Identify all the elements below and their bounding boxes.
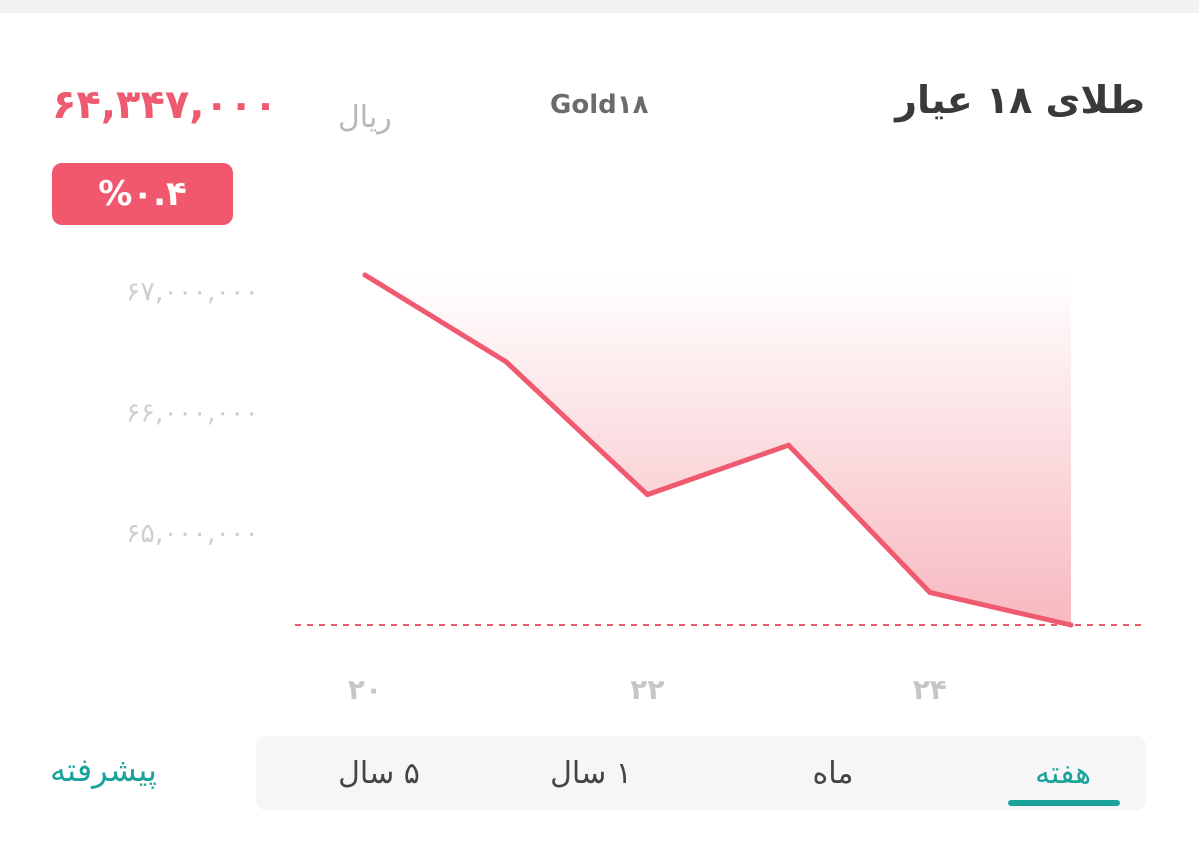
x-axis-labels: ۲۰ ۲۲ ۲۴ <box>348 673 947 706</box>
price-line-series <box>362 272 1074 628</box>
price-area-fill <box>365 275 1071 625</box>
current-price: ۶۴,۳۴۷,۰۰۰ <box>52 82 278 128</box>
chart-line-layer <box>295 272 1142 628</box>
page-title: طلای ۱۸ عیار <box>895 78 1145 122</box>
tab-1-year-label: ۱ سال <box>550 755 632 791</box>
active-tab-indicator <box>1008 800 1120 806</box>
tab-month[interactable]: ماه <box>728 736 938 810</box>
tab-month-label: ماه <box>812 755 854 791</box>
currency-label: ریال <box>338 100 392 135</box>
tab-5-years[interactable]: ۵ سال <box>274 736 484 810</box>
tab-week-label: هفته <box>1034 755 1092 791</box>
period-tabs: ۵ سال ۱ سال ماه هفته <box>256 736 1146 810</box>
price-change-badge: %۰.۴ <box>52 163 233 225</box>
price-point-3 <box>786 442 792 448</box>
asset-symbol: Gold۱۸ <box>550 90 649 120</box>
price-change-value: %۰.۴ <box>98 174 187 214</box>
y-tick-label-2: ۶۵,۰۰۰,۰۰۰ <box>126 518 259 549</box>
price-point-4 <box>927 589 933 595</box>
chart-area-layer <box>365 275 1071 625</box>
x-tick-label-2: ۲۴ <box>913 673 947 706</box>
price-point-1 <box>503 359 509 365</box>
tab-5-years-label: ۵ سال <box>338 755 420 791</box>
y-axis-labels: ۶۷,۰۰۰,۰۰۰ ۶۶,۰۰۰,۰۰۰ ۶۵,۰۰۰,۰۰۰ <box>126 277 259 549</box>
advanced-chart-link[interactable]: پیشرفته <box>50 751 157 789</box>
x-tick-label-0: ۲۰ <box>348 673 382 706</box>
y-tick-label-1: ۶۶,۰۰۰,۰۰۰ <box>126 397 259 428</box>
price-point-5 <box>1068 622 1074 628</box>
price-point-0 <box>362 272 368 278</box>
y-tick-label-0: ۶۷,۰۰۰,۰۰۰ <box>126 277 259 308</box>
tab-1-year[interactable]: ۱ سال <box>486 736 696 810</box>
x-tick-label-1: ۲۲ <box>630 673 664 706</box>
price-point-2 <box>644 492 650 498</box>
tab-week[interactable]: هفته <box>958 736 1168 810</box>
status-bar <box>0 0 1199 13</box>
